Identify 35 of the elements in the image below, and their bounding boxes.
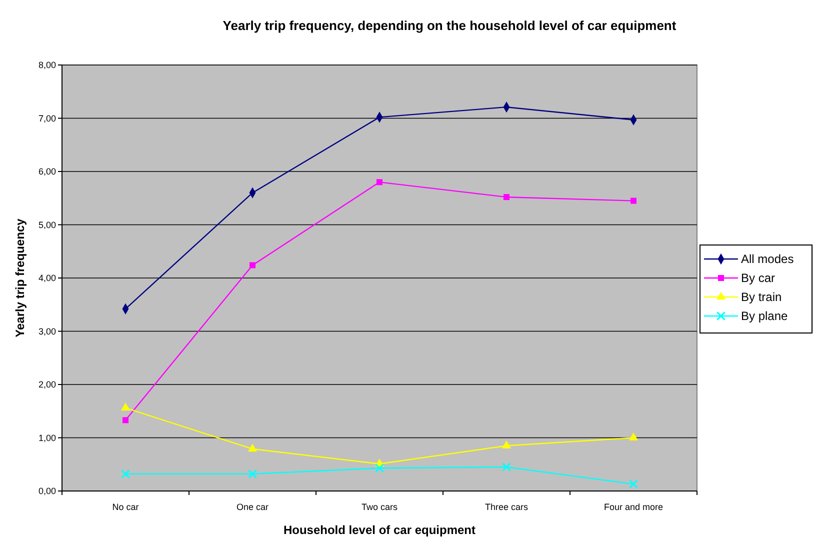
x-tick-label: No car xyxy=(112,502,139,512)
point xyxy=(248,444,258,452)
x-tick-label: Four and more xyxy=(604,502,664,512)
point xyxy=(502,440,512,448)
x-tick-label: One car xyxy=(236,502,269,512)
y-tick-label: 1,00 xyxy=(38,432,56,443)
y-tick-label: 4,00 xyxy=(38,273,56,284)
legend-label: By train xyxy=(741,290,782,304)
point xyxy=(628,432,638,440)
y-tick-label: 5,00 xyxy=(38,220,56,230)
point xyxy=(630,198,636,204)
point xyxy=(376,179,382,186)
y-tick-label: 2,00 xyxy=(38,380,56,390)
point xyxy=(628,480,638,489)
y-tick-label: 3,00 xyxy=(38,326,56,336)
x-tick-label: Three cars xyxy=(484,502,529,512)
point xyxy=(120,469,130,479)
y-tick-label: 0,00 xyxy=(38,486,56,496)
y-tick-label: 8,00 xyxy=(38,60,56,70)
point xyxy=(248,469,258,479)
legend-label: By car xyxy=(741,271,776,286)
x-axis-title: Household level of car equipment xyxy=(283,523,476,537)
point xyxy=(502,462,512,472)
y-axis-title: Yearly trip frequency xyxy=(13,218,27,338)
x-tick-label: Two cars xyxy=(361,502,398,512)
point xyxy=(250,262,256,268)
y-tick-label: 7,00 xyxy=(38,113,56,124)
chart-title: Yearly trip frequency, depending on the household level of car equipment xyxy=(222,18,677,33)
legend-label: All modes xyxy=(741,252,794,266)
point xyxy=(122,417,128,424)
point xyxy=(374,464,384,473)
y-tick-label: 6,00 xyxy=(38,166,56,177)
point xyxy=(120,402,130,411)
legend-label: By plane xyxy=(741,309,788,324)
point xyxy=(504,194,510,200)
